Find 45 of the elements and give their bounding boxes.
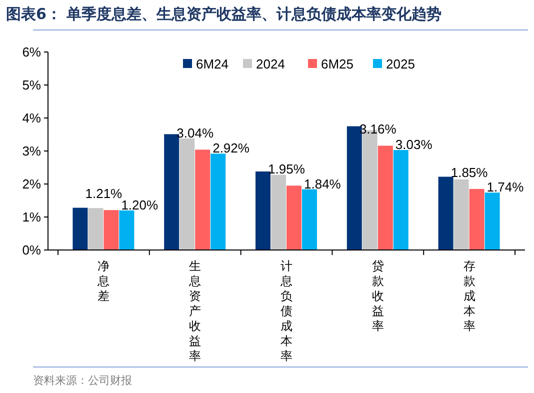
- legend-label: 6M24: [196, 56, 229, 72]
- y-tick-label: 1%: [22, 210, 42, 225]
- bar: [438, 176, 454, 250]
- x-tick-label: 净息差: [96, 259, 110, 303]
- x-tick-label: 计息负债成本率: [280, 259, 292, 363]
- bar: [119, 210, 134, 250]
- bar: [393, 150, 408, 250]
- y-tick-label: 5%: [22, 78, 42, 93]
- bar: [469, 188, 484, 250]
- bar: [210, 154, 226, 250]
- x-tick-label: 贷款收益率: [372, 259, 384, 333]
- bar: [195, 150, 210, 250]
- data-label: 3.03%: [395, 137, 433, 152]
- data-label: 1.95%: [268, 162, 306, 177]
- bar: [484, 192, 500, 250]
- chart-title: 图表6： 单季度息差、生息资产收益率、计息负债成本率变化趋势: [6, 5, 442, 23]
- text: 资料来源：公司财报: [33, 374, 132, 387]
- data-label: 1.84%: [304, 176, 342, 192]
- bar: [72, 208, 88, 250]
- data-label: 2.92%: [212, 140, 250, 156]
- data-label: 3.04%: [176, 126, 214, 141]
- bar: [88, 208, 104, 250]
- data-label: 1.21%: [85, 186, 123, 202]
- y-tick-label: 4%: [22, 110, 42, 126]
- bar: [180, 138, 195, 250]
- data-label: 1.20%: [121, 197, 158, 212]
- bar: [256, 171, 270, 250]
- bar: [104, 210, 119, 250]
- bar: [346, 126, 362, 250]
- legend-label: 2024: [256, 56, 285, 72]
- x-tick-label: 存款成本率: [463, 259, 476, 333]
- bar: [302, 189, 317, 250]
- x-tick-label: 生息资产收益率: [188, 259, 202, 363]
- y-tick-label: 3%: [22, 144, 42, 159]
- y-tick-label: 2%: [22, 176, 42, 192]
- bar: [378, 146, 393, 250]
- y-tick-label: 6%: [22, 44, 42, 60]
- data-label: 1.74%: [486, 180, 524, 195]
- data-label: 1.85%: [450, 164, 488, 180]
- bar: [454, 179, 469, 250]
- legend-label: 6M25: [321, 56, 354, 72]
- legend-label: 2025: [386, 56, 415, 72]
- bar: [286, 186, 302, 250]
- bar: [271, 174, 286, 250]
- y-tick-label: 0%: [22, 242, 42, 258]
